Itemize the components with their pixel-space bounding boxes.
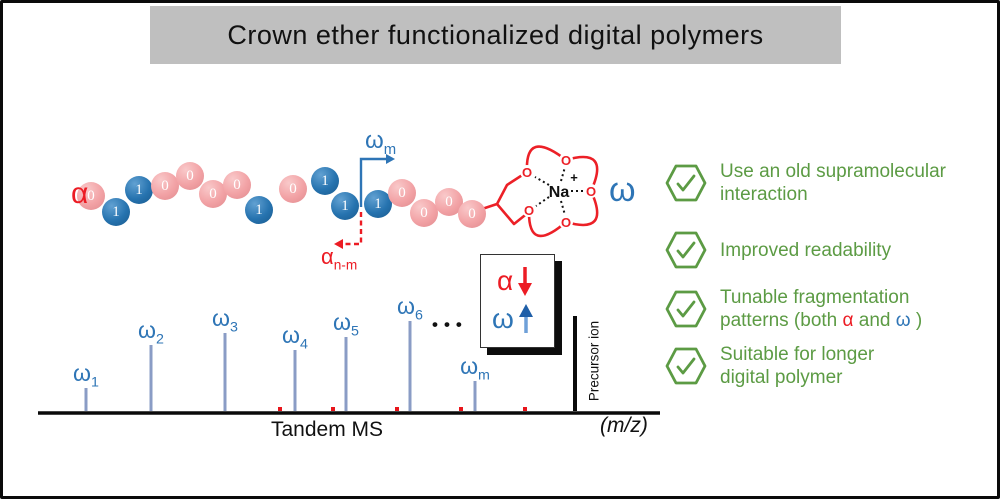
monomer-bead-1: 1 <box>364 190 392 218</box>
alpha-chain-end-label: α <box>71 177 89 210</box>
omega-3-peak-label: ω3 <box>212 305 238 336</box>
oxygen-label: O <box>522 165 532 180</box>
mz-axis-label: (m/z) <box>600 414 648 437</box>
oxygen-label: O <box>561 153 571 168</box>
alpha-trend-row: α <box>497 263 535 299</box>
omega-m-peak <box>473 381 477 411</box>
monomer-bead-0: 0 <box>388 179 416 207</box>
oxygen-label: O <box>561 215 571 230</box>
alpha-fragmentation-arrow <box>334 212 363 249</box>
omega-1-peak-label: ω1 <box>73 360 99 391</box>
monomer-bead-1: 1 <box>331 192 359 220</box>
monomer-bead-0: 0 <box>176 162 204 190</box>
precursor-ion-label: Precursor ion <box>586 320 602 402</box>
crown-ether: O O O O O Na + <box>480 145 599 238</box>
monomer-bead-0: 0 <box>77 182 105 210</box>
arrow-left-icon <box>334 239 343 249</box>
checklist-item-2-text: Improved readability <box>720 239 892 261</box>
omega-m-fragment-label: ωm <box>365 127 397 158</box>
omega-4-peak <box>293 350 297 411</box>
checklist-item-3: Tunable fragmentation patterns (both α an… <box>665 286 922 332</box>
omega-1-peak <box>84 388 88 411</box>
omega-5-peak-label: ω5 <box>333 309 359 340</box>
monomer-bead-0: 0 <box>223 171 251 199</box>
omega-chain-end-label: ω <box>609 171 636 209</box>
monomer-bead-0: 0 <box>151 172 179 200</box>
omega-4-peak-label: ω4 <box>282 322 308 353</box>
monomer-bead-0: 0 <box>458 200 486 228</box>
omega-fragmentation-arrow <box>359 154 395 207</box>
check-hexagon-icon <box>665 231 707 269</box>
check-hexagon-icon <box>665 347 707 385</box>
page-title: Crown ether functionalized digital polym… <box>227 19 764 50</box>
alpha-fragment-tick <box>331 407 335 411</box>
sodium-cation-label: Na <box>549 184 570 201</box>
omega-6-peak-label: ω6 <box>397 293 423 324</box>
oxygen-atoms: O O O O O <box>520 153 598 230</box>
checklist-item-2: Improved readability <box>665 231 891 269</box>
fragment-trend-legend: α ω <box>480 254 555 348</box>
tandem-ms-caption: Tandem MS <box>271 418 384 441</box>
alpha-nm-fragment-label: αn-m <box>321 244 358 273</box>
check-hexagon-icon <box>665 290 707 328</box>
arrow-right-icon <box>386 154 395 164</box>
alpha-fragment-tick <box>278 407 282 411</box>
omega-2-peak-label: ω2 <box>138 317 164 348</box>
check-hexagon-icon <box>665 164 707 202</box>
checklist-item-4-text: Suitable for longer digital polymer <box>720 344 875 388</box>
monomer-bead-0: 0 <box>410 199 438 227</box>
checklist-item-3-text: Tunable fragmentation patterns (both α an… <box>720 287 923 331</box>
omega-symbol: ω <box>492 303 514 334</box>
omega-trend-row: ω <box>492 301 536 337</box>
arrow-up-icon <box>518 304 533 333</box>
alpha-fragment-tick <box>395 407 399 411</box>
crown-ring <box>480 145 599 238</box>
oxygen-label: O <box>586 184 596 199</box>
title-bar: Crown ether functionalized digital polym… <box>150 6 841 64</box>
alpha-fragment-tick <box>459 407 463 411</box>
checklist-item-1: Use an old supramolecular interaction <box>665 160 946 206</box>
drawing-layer: O O O O O Na + <box>38 145 660 415</box>
monomer-bead-1: 1 <box>245 196 273 224</box>
ellipsis-dots: ••• <box>432 315 468 334</box>
cation-charge: + <box>570 170 578 185</box>
omega-6-peak <box>408 321 412 411</box>
monomer-bead-1: 1 <box>125 176 153 204</box>
monomer-bead-1: 1 <box>102 198 130 226</box>
oxygen-label: O <box>524 203 534 218</box>
monomer-bead-1: 1 <box>311 167 339 195</box>
arrow-down-icon <box>518 267 533 296</box>
omega-m-peak-label: ωm <box>460 353 490 384</box>
checklist-item-4: Suitable for longer digital polymer <box>665 343 874 389</box>
omega-2-peak <box>149 345 153 411</box>
monomer-bead-0: 0 <box>279 175 307 203</box>
omega-5-peak <box>344 337 348 411</box>
alpha-fragment-tick <box>523 407 527 411</box>
alpha-symbol: α <box>497 265 514 296</box>
coordination-bonds <box>534 166 583 216</box>
checklist-item-1-text: Use an old supramolecular interaction <box>720 161 947 205</box>
omega-3-peak <box>223 333 227 411</box>
monomer-bead-0: 0 <box>199 180 227 208</box>
